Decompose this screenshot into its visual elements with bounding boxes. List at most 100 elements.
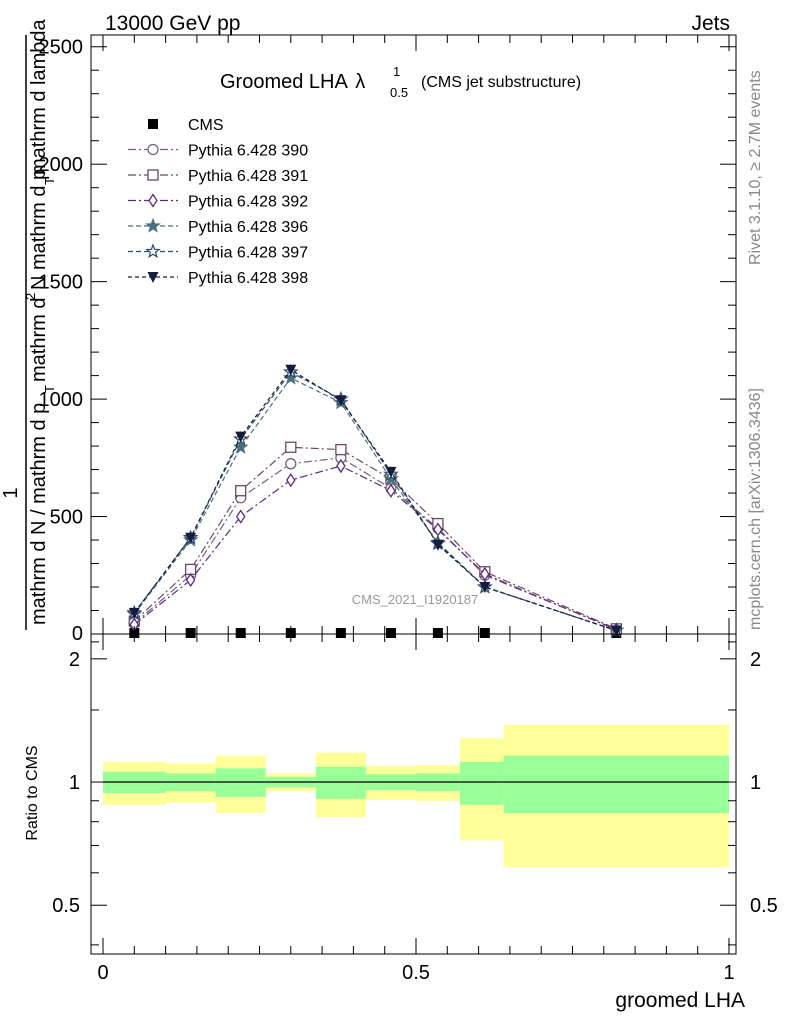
data-point bbox=[185, 628, 196, 638]
ylabel-sub-t1: T bbox=[42, 385, 57, 393]
ratio-panel: 0.5 0.5 1 1 2 2 0 0.5 1 Ratio to CMS groomed LHA bbox=[24, 633, 778, 1012]
y-tick-label: 2000 bbox=[39, 154, 84, 176]
data-point bbox=[335, 443, 347, 456]
ylabel-dpt: mathrm d p bbox=[28, 169, 50, 270]
y-tick-label: 1000 bbox=[39, 389, 84, 411]
legend: CMS Pythia 6.428 390 Pythia 6.428 391 Pythi… bbox=[128, 117, 308, 287]
data-point bbox=[185, 572, 196, 588]
series-line bbox=[133, 465, 617, 631]
x-tick-label: 0.5 bbox=[402, 962, 430, 984]
legend-entry: Pythia 6.428 398 bbox=[128, 270, 308, 287]
ratio-y-tick-label-right: 2 bbox=[750, 649, 761, 671]
ratio-y-tick-label-right: 0.5 bbox=[750, 895, 778, 917]
legend-marker bbox=[147, 169, 159, 181]
main-axes: 500 1000 1500 2000 2500 0 bbox=[39, 35, 736, 645]
chart-title-symbol: λ bbox=[355, 71, 365, 93]
chart-subtitle: (CMS jet substructure) bbox=[421, 74, 581, 91]
ylabel-dlambda: mathrm d lambda bbox=[28, 19, 50, 175]
data-point bbox=[335, 395, 347, 407]
series-0 bbox=[129, 628, 622, 638]
main-panel: 500 1000 1500 2000 2500 0 Groomed LHA λ 1 0.5… bbox=[0, 19, 737, 645]
data-point bbox=[479, 582, 491, 594]
legend-marker bbox=[145, 217, 161, 233]
ratio-axes: 0.5 0.5 1 1 2 2 0 0.5 1 bbox=[52, 634, 778, 984]
ratio-stat-band bbox=[503, 755, 729, 814]
data-point bbox=[385, 466, 397, 478]
ylabel-dn: mathrm d N / mathrm d p bbox=[28, 403, 50, 625]
rivet-label: Rivet 3.1.10, ≥ 2.7M events bbox=[747, 70, 764, 265]
data-point bbox=[235, 485, 247, 497]
y-tick-label: 1500 bbox=[39, 272, 84, 294]
series-1 bbox=[128, 452, 622, 635]
data-point bbox=[285, 364, 297, 376]
legend-entry: Pythia 6.428 396 bbox=[128, 217, 308, 236]
data-point bbox=[185, 532, 197, 544]
ratio-stat-band bbox=[459, 761, 504, 805]
legend-marker bbox=[145, 243, 161, 259]
chart-title: Groomed LHA λ bbox=[220, 71, 365, 93]
legend-label: Pythia 6.428 397 bbox=[188, 245, 308, 262]
legend-marker bbox=[147, 143, 159, 156]
legend-entry: Pythia 6.428 391 bbox=[128, 168, 308, 185]
data-point bbox=[336, 458, 346, 474]
legend-entry: Pythia 6.428 397 bbox=[128, 243, 308, 262]
data-point bbox=[383, 470, 399, 486]
data-point bbox=[285, 458, 297, 470]
chart-title-sup: 1 bbox=[393, 64, 400, 79]
mcplots-label: mcplots.cern.ch [arXiv:1306.3436] bbox=[747, 388, 764, 630]
legend-entry: Pythia 6.428 392 bbox=[128, 193, 308, 211]
legend-marker bbox=[147, 272, 159, 283]
ylabel-dd: mathrm d bbox=[28, 298, 50, 382]
legend-entry: CMS bbox=[148, 117, 224, 134]
process-label: Jets bbox=[691, 12, 730, 35]
main-ylabel: 1 mathrm d N / mathrm d p T mathrm d 2 N… bbox=[0, 19, 57, 630]
legend-label: CMS bbox=[188, 117, 224, 134]
analysis-watermark: CMS_2021_I1920187 bbox=[352, 592, 479, 607]
data-point bbox=[235, 509, 246, 524]
chart-title-sub: 0.5 bbox=[390, 85, 408, 100]
data-point bbox=[385, 628, 396, 638]
legend-label: Pythia 6.428 396 bbox=[188, 219, 308, 236]
ylabel-numerator: 1 bbox=[0, 487, 22, 498]
ratio-stat-band bbox=[315, 766, 366, 799]
ratio-y-tick-label: 1 bbox=[69, 772, 80, 794]
data-point bbox=[285, 441, 297, 453]
data-point bbox=[335, 628, 346, 638]
ratio-marks bbox=[103, 724, 729, 867]
ratio-y-tick-label: 2 bbox=[69, 649, 80, 671]
ylabel-sup-2: 2 bbox=[23, 293, 38, 300]
legend-label: Pythia 6.428 392 bbox=[188, 194, 308, 211]
legend-label: Pythia 6.428 398 bbox=[188, 270, 308, 287]
y-tick-label: 2500 bbox=[39, 37, 84, 59]
data-point bbox=[235, 431, 247, 443]
ylabel-n: N bbox=[28, 276, 50, 290]
data-point bbox=[235, 628, 246, 638]
ylabel-sub-t2: T bbox=[42, 177, 57, 185]
data-point bbox=[610, 625, 622, 637]
x-axis-label: groomed LHA bbox=[615, 989, 745, 1012]
data-point bbox=[432, 628, 443, 638]
legend-marker bbox=[148, 119, 158, 129]
y-tick-label-zero: 0 bbox=[72, 623, 83, 645]
x-tick-label: 0 bbox=[97, 962, 108, 984]
series-line bbox=[133, 446, 617, 630]
data-point bbox=[479, 628, 490, 638]
main-marks bbox=[126, 363, 625, 638]
legend-label: Pythia 6.428 390 bbox=[188, 143, 308, 160]
data-point bbox=[128, 607, 140, 619]
ratio-y-tick-label-right: 1 bbox=[750, 772, 761, 794]
x-tick-label: 1 bbox=[723, 962, 734, 984]
legend-marker bbox=[148, 193, 158, 208]
ratio-y-tick-label: 0.5 bbox=[52, 895, 80, 917]
chart-title-text: Groomed LHA bbox=[220, 71, 348, 93]
legend-label: Pythia 6.428 391 bbox=[188, 168, 308, 185]
data-point bbox=[432, 539, 444, 551]
series-6 bbox=[128, 364, 622, 637]
beam-label: 13000 GeV pp bbox=[105, 12, 240, 35]
legend-entry: Pythia 6.428 390 bbox=[128, 143, 308, 160]
y-tick-label: 500 bbox=[50, 507, 83, 529]
ratio-ylabel: Ratio to CMS bbox=[24, 745, 41, 840]
data-point bbox=[286, 472, 296, 488]
data-point bbox=[386, 483, 396, 498]
